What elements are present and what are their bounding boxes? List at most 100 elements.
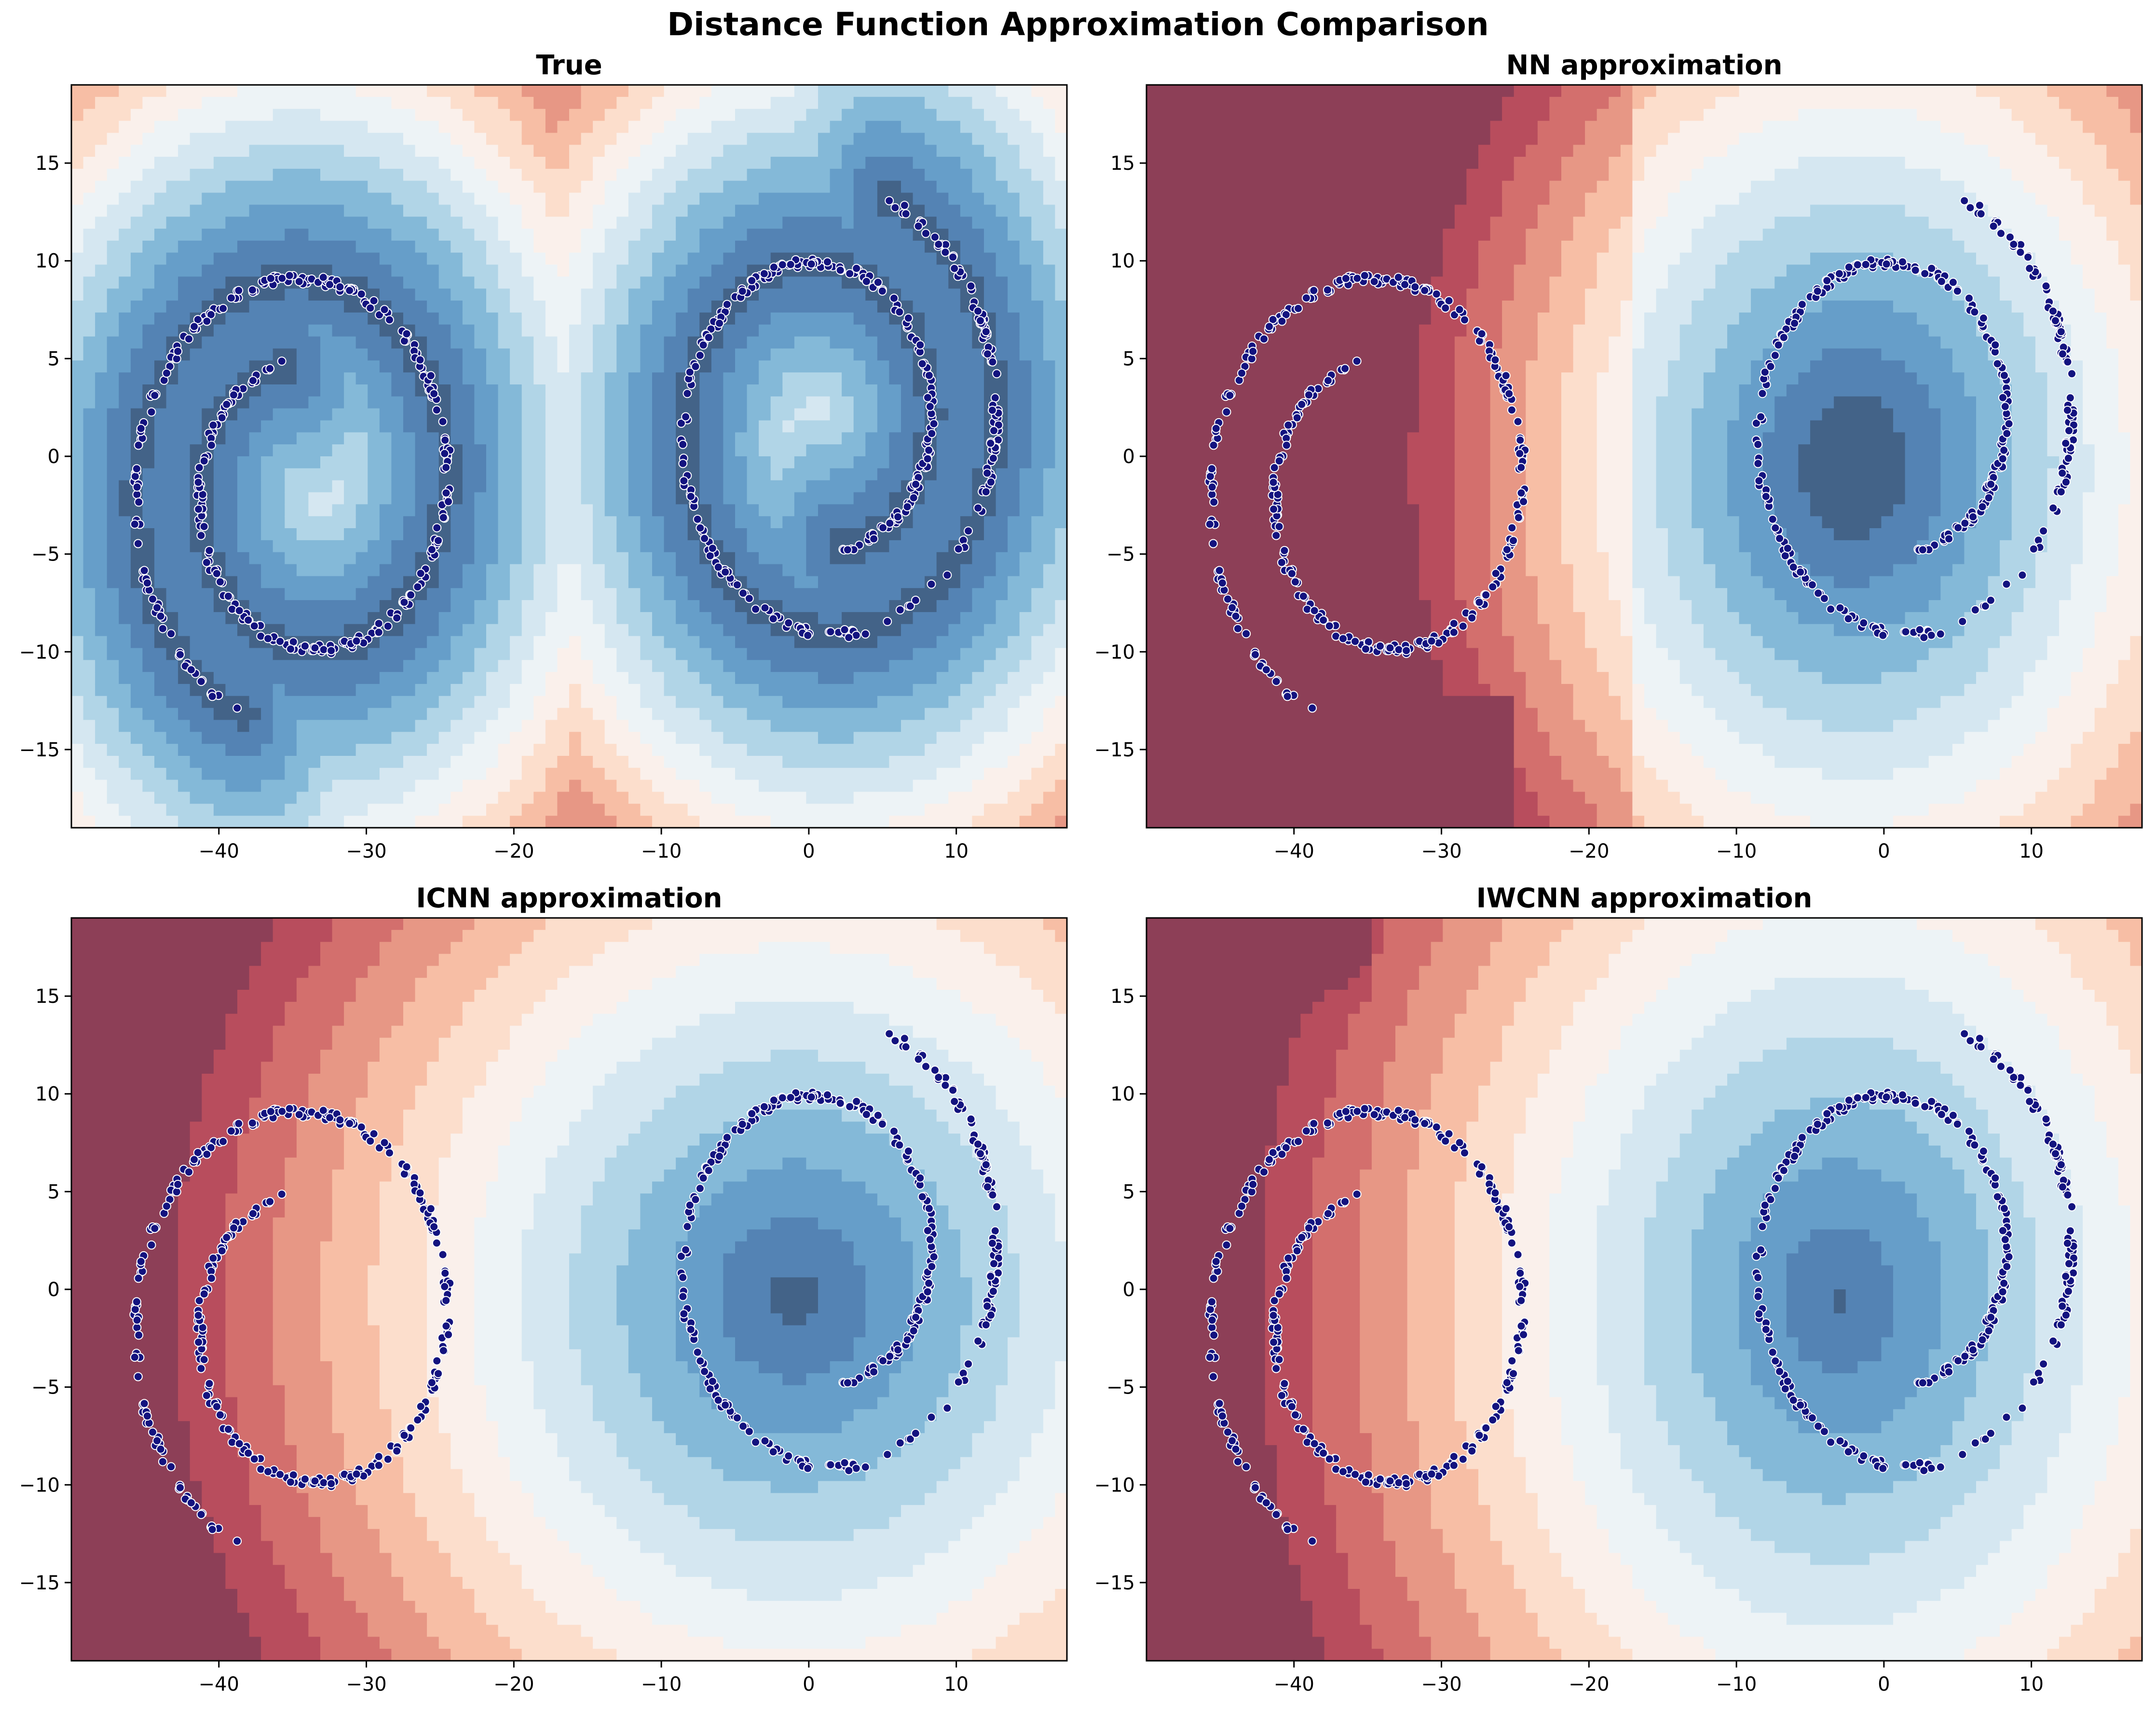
contour-cell bbox=[723, 792, 736, 805]
contour-cell bbox=[853, 816, 866, 828]
contour-cell bbox=[687, 96, 700, 109]
contour-cell bbox=[842, 288, 854, 301]
contour-cell bbox=[285, 696, 297, 709]
contour-cell bbox=[450, 432, 463, 445]
contour-cell bbox=[652, 744, 665, 756]
contour-cell bbox=[936, 264, 949, 277]
contour-cell bbox=[379, 816, 392, 828]
contour-cell bbox=[190, 348, 203, 361]
contour-cell bbox=[865, 109, 878, 122]
contour-cell bbox=[794, 767, 807, 780]
contour-cell bbox=[119, 504, 131, 517]
contour-cell bbox=[95, 720, 108, 733]
contour-cell bbox=[652, 396, 665, 409]
contour-cell bbox=[853, 696, 866, 709]
contour-cell bbox=[533, 133, 546, 145]
contour-cell bbox=[925, 480, 937, 493]
contour-cell bbox=[285, 348, 297, 361]
contour-cell bbox=[853, 288, 866, 301]
contour-cell bbox=[107, 624, 120, 637]
contour-cell bbox=[521, 145, 534, 157]
contour-cell bbox=[711, 85, 724, 97]
contour-cell bbox=[450, 252, 463, 265]
contour-cell bbox=[107, 492, 120, 505]
contour-cell bbox=[830, 217, 842, 229]
contour-cell bbox=[225, 420, 238, 433]
contour-cell bbox=[604, 492, 617, 505]
contour-cell bbox=[142, 276, 155, 289]
contour-cell bbox=[438, 85, 451, 97]
contour-cell bbox=[332, 708, 344, 721]
contour-cell bbox=[533, 767, 546, 780]
contour-cell bbox=[391, 468, 404, 481]
contour-cell bbox=[178, 205, 191, 217]
contour-cell bbox=[865, 696, 878, 709]
contour-cell bbox=[533, 744, 546, 756]
contour-cell bbox=[640, 121, 653, 134]
contour-cell bbox=[261, 396, 273, 409]
contour-cell bbox=[604, 660, 617, 672]
contour-cell bbox=[972, 684, 984, 697]
contour-cell bbox=[687, 767, 700, 780]
contour-cell bbox=[450, 408, 463, 421]
contour-cell bbox=[130, 229, 143, 241]
contour-cell bbox=[865, 648, 878, 660]
contour-cell bbox=[996, 96, 1008, 109]
contour-cell bbox=[296, 396, 309, 409]
contour-cell bbox=[261, 684, 273, 697]
contour-cell bbox=[474, 133, 487, 145]
contour-cell bbox=[308, 336, 321, 349]
contour-cell bbox=[166, 420, 178, 433]
contour-cell bbox=[604, 816, 617, 828]
contour-cell bbox=[498, 516, 510, 529]
contour-cell bbox=[154, 348, 167, 361]
contour-cell bbox=[450, 576, 463, 588]
contour-cell bbox=[545, 192, 558, 205]
contour-cell bbox=[806, 396, 819, 409]
contour-cell bbox=[379, 384, 392, 397]
contour-cell bbox=[521, 792, 534, 805]
contour-cell bbox=[711, 336, 724, 349]
contour-cell bbox=[664, 336, 676, 349]
contour-cell bbox=[344, 180, 356, 193]
contour-cell bbox=[391, 96, 404, 109]
contour-cell bbox=[593, 456, 605, 469]
contour-cell bbox=[462, 432, 475, 445]
contour-cell bbox=[913, 252, 925, 265]
contour-cell bbox=[1008, 276, 1020, 289]
contour-cell bbox=[1008, 384, 1020, 397]
contour-cell bbox=[154, 792, 167, 805]
contour-cell bbox=[925, 312, 937, 325]
contour-cell bbox=[877, 432, 890, 445]
contour-cell bbox=[842, 779, 854, 793]
contour-cell bbox=[699, 252, 712, 265]
contour-cell bbox=[320, 180, 333, 193]
contour-cell bbox=[142, 252, 155, 265]
contour-cell bbox=[190, 720, 203, 733]
contour-cell bbox=[996, 480, 1008, 493]
contour-cell bbox=[901, 804, 914, 816]
contour-cell bbox=[403, 133, 416, 145]
contour-cell bbox=[889, 779, 901, 793]
contour-cell bbox=[427, 636, 439, 649]
contour-cell bbox=[190, 96, 203, 109]
contour-cell bbox=[71, 396, 84, 409]
contour-cell bbox=[972, 779, 984, 793]
contour-cell bbox=[154, 732, 167, 744]
contour-cell bbox=[498, 600, 510, 613]
contour-cell bbox=[676, 660, 688, 672]
contour-cell bbox=[545, 396, 558, 409]
contour-cell bbox=[877, 133, 890, 145]
contour-cell bbox=[759, 792, 771, 805]
contour-cell bbox=[296, 468, 309, 481]
contour-cell bbox=[889, 240, 901, 253]
contour-cell bbox=[474, 744, 487, 756]
contour-cell bbox=[794, 552, 807, 565]
contour-cell bbox=[225, 205, 238, 217]
contour-cell bbox=[842, 480, 854, 493]
contour-cell bbox=[142, 624, 155, 637]
contour-cell bbox=[865, 133, 878, 145]
contour-cell bbox=[806, 720, 819, 733]
contour-cell bbox=[474, 516, 487, 529]
contour-cell bbox=[462, 648, 475, 660]
